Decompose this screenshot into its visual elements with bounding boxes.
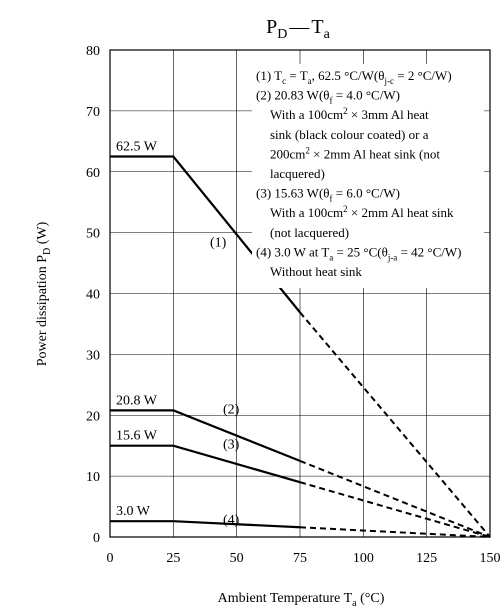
legend-text-segment: = 2 °C/W) bbox=[394, 68, 452, 83]
series-4-solid-line bbox=[110, 520, 301, 529]
series-2-dashed-line bbox=[299, 459, 491, 538]
series-1-name-label: (1) bbox=[210, 236, 227, 251]
legend-text-segment: = T bbox=[286, 68, 308, 83]
title-main: P bbox=[266, 16, 277, 38]
y-tick-label: 40 bbox=[86, 288, 100, 303]
legend-text-segment: With a 100cm bbox=[270, 107, 343, 122]
y-tick-label: 60 bbox=[86, 166, 100, 181]
legend-text-segment: a bbox=[329, 252, 333, 262]
legend-text-segment: 200cm bbox=[270, 146, 305, 161]
x-axis-label-main: Ambient Temperature T bbox=[218, 591, 353, 606]
y-tick-label: 70 bbox=[86, 105, 100, 120]
series-4-name-label: (4) bbox=[223, 513, 240, 528]
legend-text-segment: lacquered) bbox=[270, 166, 325, 181]
y-axis-ticks: 0 10 20 30 40 50 60 70 80 bbox=[86, 44, 100, 546]
x-tick-label: 0 bbox=[107, 551, 114, 566]
title-var: T bbox=[311, 16, 323, 38]
legend-text-segment: × 3mm Al heat bbox=[348, 107, 429, 122]
title-var-sub: a bbox=[324, 27, 331, 42]
x-tick-label: 75 bbox=[293, 551, 307, 566]
y-tick-label: 30 bbox=[86, 348, 100, 363]
series-lines: 62.5 W (1) 20.8 W (2) 15.6 W (3) 3.0 W (4) bbox=[110, 140, 491, 538]
series-1-value-label: 62.5 W bbox=[116, 140, 158, 155]
legend-text-segment: = 42 °C/W) bbox=[397, 244, 461, 259]
series-2-solid-line bbox=[110, 409, 301, 462]
legend-text-segment: × 2mm Al heat sink (not bbox=[310, 146, 440, 161]
series-2: 20.8 W (2) bbox=[110, 393, 491, 538]
y-tick-label: 80 bbox=[86, 44, 100, 59]
series-4-dashed-line bbox=[299, 526, 491, 538]
legend-text-segment: (not lacquered) bbox=[270, 225, 349, 240]
y-axis-label-sub: D bbox=[42, 248, 53, 255]
x-tick-label: 125 bbox=[416, 551, 437, 566]
legend-text-segment: a bbox=[308, 76, 312, 86]
series-1-dashed-line bbox=[299, 311, 491, 538]
series-2-value-label: 20.8 W bbox=[116, 393, 158, 408]
legend-text-segment: = 25 °C(θ bbox=[333, 244, 388, 259]
y-tick-label: 50 bbox=[86, 227, 100, 242]
x-tick-label: 50 bbox=[230, 551, 244, 566]
legend-text-segment: = 4.0 °C/W) bbox=[333, 88, 400, 103]
title-main-sub: D bbox=[277, 27, 287, 42]
legend-background bbox=[252, 64, 484, 288]
legend-text: (1) Tc = Ta, 62.5 °C/W(θj-c = 2 °C/W) (2)… bbox=[256, 68, 461, 279]
x-tick-label: 150 bbox=[480, 551, 500, 566]
legend-text-segment: (2) 20.83 W(θ bbox=[256, 88, 330, 103]
legend-text-segment: × 2mm Al heat sink bbox=[348, 205, 454, 220]
legend-text-segment: sink (black colour coated) or a bbox=[270, 127, 429, 142]
legend-text-segment: 2 bbox=[305, 145, 310, 155]
series-4: 3.0 W (4) bbox=[110, 504, 491, 538]
y-axis-label-main: Power dissipation P bbox=[35, 255, 50, 366]
legend-text-segment: c bbox=[282, 76, 286, 86]
chart-title: PD — Ta bbox=[266, 16, 330, 42]
series-3-name-label: (3) bbox=[223, 438, 240, 453]
series-4-value-label: 3.0 W bbox=[116, 504, 151, 519]
legend-text-segment: = 6.0 °C/W) bbox=[333, 186, 400, 201]
legend-text-segment: (3) 15.63 W(θ bbox=[256, 186, 330, 201]
legend-text-segment: (1) T bbox=[256, 68, 282, 83]
series-3-dashed-line bbox=[299, 481, 491, 538]
legend-text-segment: f bbox=[330, 194, 333, 204]
series-3-value-label: 15.6 W bbox=[116, 429, 158, 444]
x-axis-label-unit: (°C) bbox=[357, 591, 385, 606]
series-3: 15.6 W (3) bbox=[110, 429, 491, 538]
x-axis-ticks: 0 25 50 75 100 125 150 bbox=[107, 551, 500, 566]
x-tick-label: 100 bbox=[353, 551, 374, 566]
legend-text-segment: (4) 3.0 W at T bbox=[256, 244, 329, 259]
legend-text-segment: j-c bbox=[383, 76, 394, 86]
y-axis-label-unit: (W) bbox=[35, 221, 50, 247]
y-axis-label: Power dissipation PD (W) bbox=[35, 221, 53, 366]
legend-text-segment: 2 bbox=[343, 204, 348, 214]
y-tick-label: 20 bbox=[86, 409, 100, 424]
legend-text-segment: j-a bbox=[387, 252, 398, 262]
plot-frame bbox=[109, 49, 491, 538]
legend-text-segment: 2 bbox=[343, 106, 348, 116]
legend-text-segment: Without heat sink bbox=[270, 264, 362, 279]
y-tick-label: 10 bbox=[86, 470, 100, 485]
legend-text-segment: With a 100cm bbox=[270, 205, 343, 220]
series-2-name-label: (2) bbox=[223, 402, 240, 417]
legend-text-segment: , 62.5 °C/W(θ bbox=[312, 68, 385, 83]
title-sep: — bbox=[288, 16, 310, 38]
series-3-solid-line bbox=[110, 444, 301, 484]
y-tick-label: 0 bbox=[93, 531, 100, 546]
x-axis-label-sub: a bbox=[352, 598, 357, 609]
x-tick-label: 25 bbox=[166, 551, 180, 566]
x-axis-label: Ambient Temperature Ta (°C) bbox=[218, 591, 385, 609]
legend-text-segment: f bbox=[330, 96, 333, 106]
